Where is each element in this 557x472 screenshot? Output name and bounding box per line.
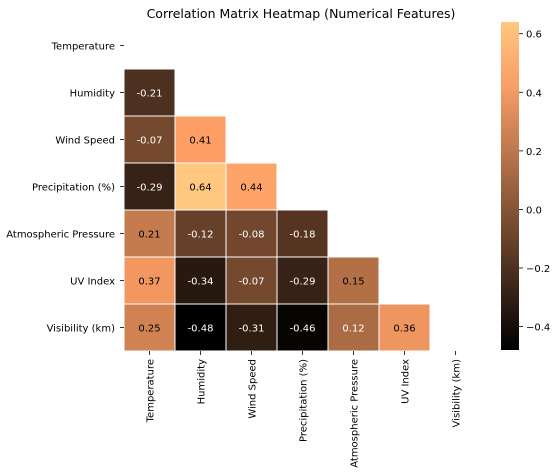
heatmap-cell — [276, 209, 329, 258]
cell-value-label: -0.21 — [137, 89, 163, 100]
column-label: Humidity — [197, 359, 208, 404]
cell-value-label: -0.07 — [239, 277, 265, 288]
row-label: UV Index — [70, 277, 115, 288]
row-label: Wind Speed — [55, 136, 115, 147]
heatmap-cell — [225, 303, 278, 352]
heatmap-cell — [225, 162, 278, 211]
row-label: Atmospheric Pressure — [6, 230, 115, 241]
colorbar-tick-label: −0.2 — [526, 264, 550, 275]
heatmap-cell — [327, 303, 380, 352]
heatmap-cell — [378, 303, 431, 352]
cell-value-label: -0.07 — [137, 136, 163, 147]
cell-value-label: -0.31 — [239, 324, 265, 335]
column-label: UV Index — [401, 359, 412, 404]
cell-value-label: -0.48 — [188, 324, 214, 335]
cell-value-label: 0.41 — [189, 136, 211, 147]
heatmap-cell — [123, 68, 176, 117]
colorbar: 0.6 0.4 0.2 0.0 −0.2 −0.4 — [501, 22, 550, 350]
cell-value-label: -0.18 — [290, 230, 316, 241]
row-label: Visibility (km) — [47, 324, 116, 335]
cell-value-label: 0.44 — [240, 183, 262, 194]
colorbar-tick-label: −0.4 — [526, 323, 550, 334]
heatmap-cell — [174, 209, 227, 258]
column-label: Temperature — [146, 359, 157, 423]
row-label: Humidity — [70, 89, 115, 100]
colorbar-ticks: 0.6 0.4 0.2 0.0 −0.2 −0.4 — [519, 30, 550, 334]
column-label: Wind Speed — [248, 359, 259, 419]
cell-value-label: -0.12 — [188, 230, 214, 241]
column-label: Atmospheric Pressure — [350, 359, 361, 468]
column-label: Visibility (km) — [452, 359, 463, 428]
heatmap-cell — [174, 256, 227, 305]
heatmap-cell — [123, 115, 176, 164]
cell-value-label: -0.08 — [239, 230, 265, 241]
row-label: Temperature — [51, 42, 115, 53]
cell-value-label: -0.34 — [188, 277, 214, 288]
heatmap-cell — [276, 303, 329, 352]
row-labels: Temperature Humidity Wind Speed Precipitati… — [6, 42, 124, 335]
heatmap-cell — [276, 256, 329, 305]
cell-value-label: 0.21 — [138, 230, 160, 241]
cell-value-label: 0.36 — [393, 324, 415, 335]
heatmap-cell — [174, 303, 227, 352]
colorbar-tick-label: 0.4 — [526, 88, 542, 99]
cell-value-label: -0.46 — [290, 324, 316, 335]
heatmap-cell — [174, 115, 227, 164]
cell-value-label: -0.29 — [290, 277, 316, 288]
heatmap-cells: -0.21 -0.07 0.41 -0.29 0.64 0.44 0.21 -0.12 -0.0… — [123, 68, 431, 352]
cell-value-label: 0.25 — [138, 324, 160, 335]
cell-value-label: 0.37 — [138, 277, 160, 288]
cell-value-label: 0.64 — [189, 183, 211, 194]
colorbar-gradient — [501, 22, 519, 350]
column-label: Precipitation (%) — [299, 359, 310, 442]
chart-title: Correlation Matrix Heatmap (Numerical Fe… — [147, 6, 456, 21]
cell-value-label: -0.29 — [137, 183, 163, 194]
colorbar-tick-label: 0.6 — [526, 30, 542, 41]
column-labels: Temperature Humidity Wind Speed Precipitati… — [146, 351, 463, 468]
cell-value-label: 0.15 — [342, 277, 364, 288]
cell-value-label: 0.12 — [342, 324, 364, 335]
colorbar-tick-label: 0.0 — [526, 205, 542, 216]
colorbar-tick-label: 0.2 — [526, 147, 542, 158]
row-label: Precipitation (%) — [32, 183, 115, 194]
